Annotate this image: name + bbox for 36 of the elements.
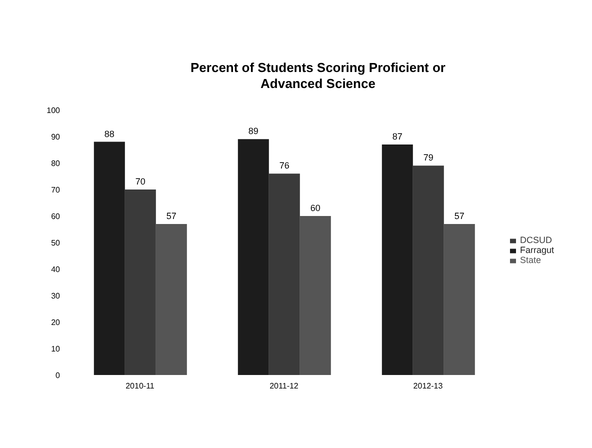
bar: [444, 224, 475, 375]
bar: [156, 224, 187, 375]
data-label: 57: [166, 210, 176, 221]
data-label: 76: [279, 160, 290, 171]
y-tick-label: 60: [51, 212, 61, 221]
y-tick-label: 90: [51, 132, 61, 142]
bar: [412, 166, 444, 375]
y-tick-label: 0: [56, 370, 61, 380]
bar: [94, 142, 125, 375]
bar: [124, 190, 156, 375]
data-label: 70: [135, 176, 146, 186]
chart-title: Percent of Students Scoring Proficient or Advanced Science: [190, 60, 446, 92]
x-tick-label: 2011-12: [270, 382, 299, 391]
data-label: 87: [392, 131, 402, 142]
x-tick-label: 2012-13: [413, 382, 444, 391]
y-tick-label: 70: [51, 185, 61, 194]
y-tick-label: 10: [51, 344, 61, 354]
legend-label: DCSUD: [520, 235, 552, 245]
bar: [238, 139, 269, 375]
data-label: 57: [454, 210, 464, 221]
y-tick-label: 50: [51, 238, 61, 248]
data-label: 79: [423, 152, 434, 163]
bar: [268, 174, 300, 375]
data-label: 60: [310, 203, 320, 213]
y-tick-label: 80: [51, 158, 61, 168]
legend-label: Farragut: [520, 245, 554, 255]
y-tick-label: 40: [51, 264, 61, 274]
bar: [382, 144, 413, 375]
x-tick-label: 2010-11: [126, 382, 155, 391]
y-tick-label: 20: [51, 318, 61, 327]
data-label: 88: [104, 128, 114, 139]
y-tick-label: 100: [46, 106, 61, 115]
legend-label: State: [520, 255, 541, 265]
bar: [300, 216, 331, 375]
data-label: 89: [248, 126, 258, 136]
y-tick-label: 30: [51, 291, 61, 300]
